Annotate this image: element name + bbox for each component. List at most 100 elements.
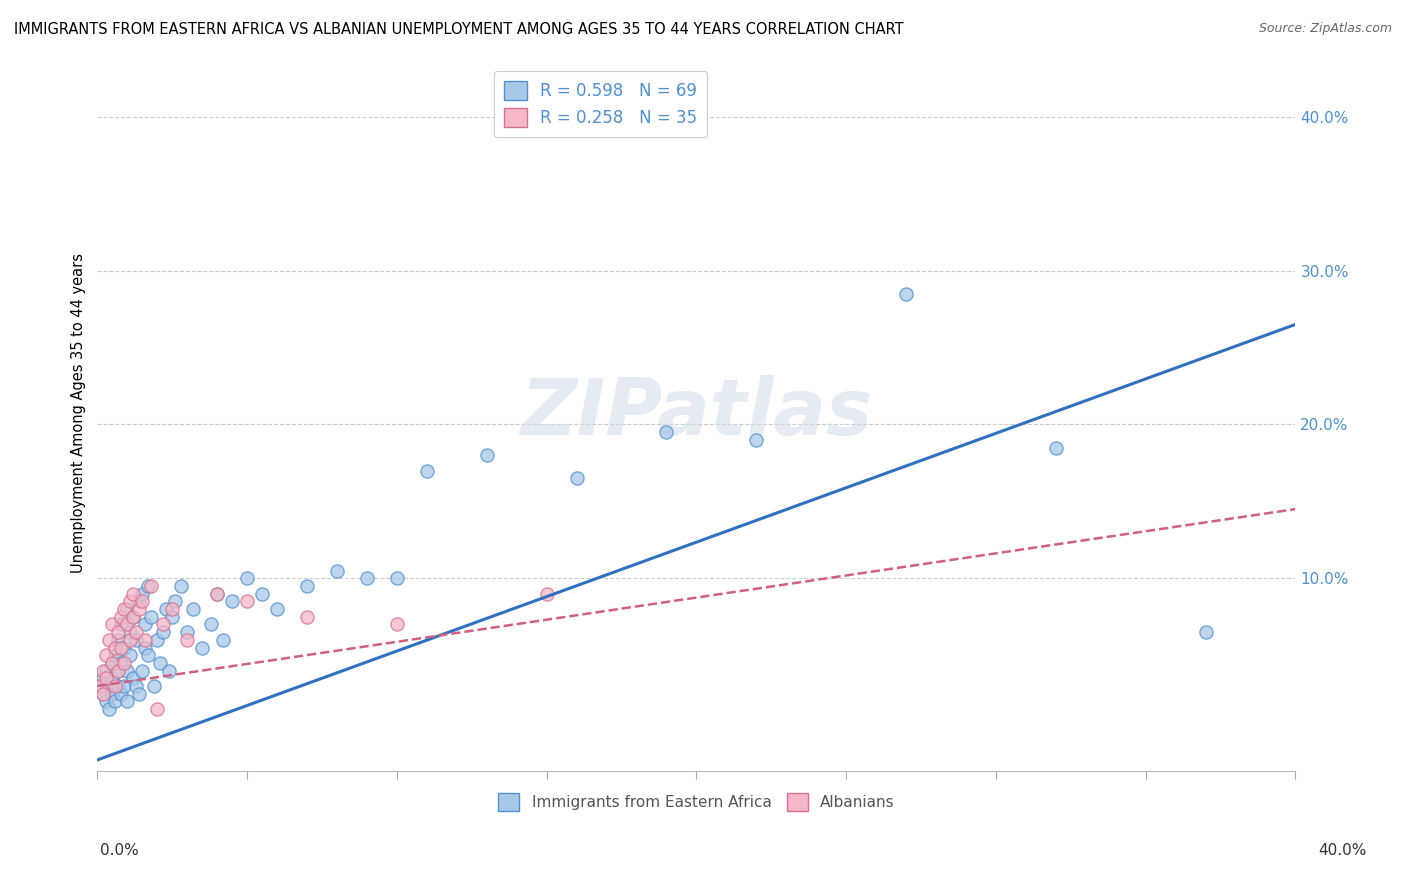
Point: [385, 617, 408, 632]
Point: [89, 679, 111, 693]
Point: [416, 464, 439, 478]
Point: [160, 609, 183, 624]
Point: [96, 664, 118, 678]
Point: [93, 671, 115, 685]
Point: [152, 617, 174, 632]
Point: [128, 594, 150, 608]
Point: [107, 664, 129, 678]
Point: [160, 602, 183, 616]
Text: ZIPatlas: ZIPatlas: [520, 375, 873, 451]
Point: [356, 571, 378, 585]
Point: [212, 632, 235, 647]
Point: [536, 587, 558, 601]
Text: 0.0%: 0.0%: [100, 843, 139, 858]
Point: [120, 625, 142, 640]
Point: [141, 579, 163, 593]
Point: [176, 632, 198, 647]
Point: [128, 602, 150, 616]
Point: [295, 609, 318, 624]
Point: [155, 602, 177, 616]
Point: [112, 602, 135, 616]
Point: [1045, 441, 1067, 455]
Point: [104, 694, 127, 708]
Point: [122, 609, 145, 624]
Point: [112, 656, 135, 670]
Point: [165, 594, 187, 608]
Point: [93, 687, 115, 701]
Point: [98, 702, 121, 716]
Point: [101, 687, 124, 701]
Point: [136, 648, 159, 663]
Point: [149, 656, 172, 670]
Point: [181, 602, 204, 616]
Point: [200, 617, 222, 632]
Point: [125, 632, 148, 647]
Point: [110, 687, 132, 701]
Point: [104, 679, 127, 693]
Point: [117, 602, 139, 616]
Point: [101, 656, 124, 670]
Point: [110, 617, 132, 632]
Point: [96, 648, 118, 663]
Point: [295, 579, 318, 593]
Point: [98, 679, 121, 693]
Point: [110, 640, 132, 655]
Point: [143, 679, 166, 693]
Point: [107, 679, 129, 693]
Point: [146, 632, 169, 647]
Point: [152, 625, 174, 640]
Point: [191, 640, 214, 655]
Point: [131, 664, 153, 678]
Point: [112, 679, 135, 693]
Point: [385, 571, 408, 585]
Point: [250, 587, 273, 601]
Point: [146, 702, 169, 716]
Legend: Immigrants from Eastern Africa, Albanians: Immigrants from Eastern Africa, Albanian…: [492, 787, 901, 817]
Point: [326, 564, 349, 578]
Point: [107, 632, 129, 647]
Point: [125, 679, 148, 693]
Point: [236, 571, 259, 585]
Point: [565, 471, 588, 485]
Point: [205, 587, 228, 601]
Point: [101, 671, 124, 685]
Point: [236, 594, 259, 608]
Point: [89, 679, 111, 693]
Point: [104, 648, 127, 663]
Point: [157, 664, 180, 678]
Point: [655, 425, 678, 439]
Point: [122, 609, 145, 624]
Point: [131, 587, 153, 601]
Point: [107, 625, 129, 640]
Point: [205, 587, 228, 601]
Text: Source: ZipAtlas.com: Source: ZipAtlas.com: [1258, 22, 1392, 36]
Point: [170, 579, 193, 593]
Point: [117, 694, 139, 708]
Point: [894, 286, 917, 301]
Point: [131, 594, 153, 608]
Point: [120, 632, 142, 647]
Text: 40.0%: 40.0%: [1319, 843, 1367, 858]
Y-axis label: Unemployment Among Ages 35 to 44 years: Unemployment Among Ages 35 to 44 years: [72, 253, 86, 573]
Point: [134, 632, 156, 647]
Point: [141, 609, 163, 624]
Point: [117, 617, 139, 632]
Point: [112, 640, 135, 655]
Point: [266, 602, 288, 616]
Point: [1194, 625, 1216, 640]
Point: [122, 587, 145, 601]
Text: IMMIGRANTS FROM EASTERN AFRICA VS ALBANIAN UNEMPLOYMENT AMONG AGES 35 TO 44 YEAR: IMMIGRANTS FROM EASTERN AFRICA VS ALBANI…: [14, 22, 904, 37]
Point: [128, 687, 150, 701]
Point: [93, 664, 115, 678]
Point: [134, 640, 156, 655]
Point: [120, 648, 142, 663]
Point: [110, 656, 132, 670]
Point: [475, 448, 498, 462]
Point: [122, 671, 145, 685]
Point: [98, 632, 121, 647]
Point: [96, 671, 118, 685]
Point: [101, 656, 124, 670]
Point: [110, 609, 132, 624]
Point: [104, 640, 127, 655]
Point: [176, 625, 198, 640]
